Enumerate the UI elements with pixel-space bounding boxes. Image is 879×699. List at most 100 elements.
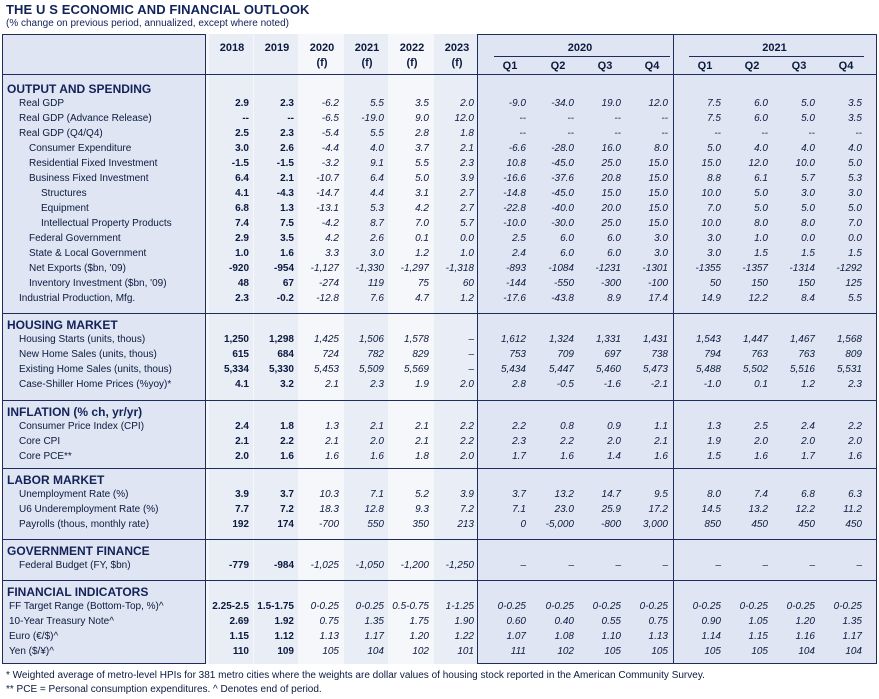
- table-cell: 174: [277, 519, 294, 530]
- quarter-header: Q3: [791, 60, 807, 72]
- table-cell: --: [855, 128, 862, 139]
- table-cell: 1.08: [554, 631, 574, 642]
- table-cell: 6.0: [607, 233, 621, 244]
- table-cell: 1.8: [460, 128, 474, 139]
- table-cell: 7.1: [512, 504, 526, 515]
- table-cell: -0.2: [276, 293, 294, 304]
- table-cell: 4.0: [848, 143, 862, 154]
- table-cell: 5,531: [836, 364, 862, 375]
- table-cell: 1.17: [842, 631, 862, 642]
- table-cell: 5.0: [707, 143, 721, 154]
- table-cell: 1.17: [364, 631, 384, 642]
- column-divider: [205, 34, 206, 664]
- table-cell: 150: [751, 278, 768, 289]
- row-label: Residential Fixed Investment: [29, 158, 158, 169]
- row-label: Euro (€/$)^: [9, 631, 59, 642]
- table-cell: -1357: [742, 263, 768, 274]
- table-cell: 615: [232, 349, 249, 360]
- table-cell: 15.0: [648, 173, 668, 184]
- table-cell: 0-0.25: [355, 601, 384, 612]
- table-cell: --: [519, 128, 526, 139]
- table-cell: 9.1: [370, 158, 384, 169]
- table-cell: 9.0: [415, 113, 429, 124]
- quarter-group-year: 2020: [567, 42, 593, 54]
- table-cell: 1,425: [313, 334, 339, 345]
- table-cell: 5.0: [801, 113, 815, 124]
- table-cell: -4.4: [321, 143, 339, 154]
- table-cell: 12.0: [648, 98, 668, 109]
- table-cell: 7.2: [460, 504, 474, 515]
- table-cell: 1,543: [695, 334, 721, 345]
- table-cell: 2.8: [512, 379, 526, 390]
- table-cell: 1,447: [742, 334, 768, 345]
- table-cell: 1.75: [409, 616, 429, 627]
- table-cell: --: [567, 128, 574, 139]
- table-cell: 3.3: [325, 248, 339, 259]
- table-cell: 2.3: [460, 158, 474, 169]
- table-cell: 0.55: [601, 616, 621, 627]
- table-cell: 2.0: [848, 436, 862, 447]
- table-cell: –: [468, 349, 474, 360]
- table-cell: -4.2: [321, 218, 339, 229]
- table-cell: 2.2: [460, 436, 474, 447]
- table-cell: -3.2: [321, 158, 339, 169]
- section-rule: [2, 539, 877, 540]
- table-cell: 3.5: [415, 98, 429, 109]
- table-cell: 3.7: [512, 489, 526, 500]
- table-cell: 3.0: [848, 188, 862, 199]
- table-cell: 15.0: [648, 203, 668, 214]
- table-cell: -700: [318, 519, 339, 530]
- table-cell: 13.2: [554, 489, 574, 500]
- table-cell: -28.0: [551, 143, 574, 154]
- table-cell: 25.0: [601, 218, 621, 229]
- table-cell: 2.4: [512, 248, 526, 259]
- table-cell: 0-0.25: [545, 601, 574, 612]
- table-cell: -40.0: [551, 203, 574, 214]
- table-cell: 5,488: [695, 364, 721, 375]
- annual-year-header: 2021: [354, 42, 380, 54]
- table-cell: 850: [704, 519, 721, 530]
- table-cell: 6.8: [235, 203, 249, 214]
- table-cell: 1.5: [707, 451, 721, 462]
- table-cell: 0-0.25: [833, 601, 862, 612]
- table-cell: 2.2: [280, 436, 294, 447]
- table-row: Consumer Price Index (CPI) 2.4 1.8 1.3 2.1 2.…: [2, 420, 877, 435]
- table-cell: -12.8: [316, 293, 339, 304]
- table-cell: 2.7: [460, 203, 474, 214]
- table-cell: 1.20: [409, 631, 429, 642]
- table-cell: 48: [237, 278, 249, 289]
- table-cell: 8.0: [654, 143, 668, 154]
- table-cell: 4.0: [754, 143, 768, 154]
- table-cell: 5,509: [358, 364, 384, 375]
- table-cell: 0.0: [801, 233, 815, 244]
- table-cell: 794: [704, 349, 721, 360]
- table-cell: --: [661, 113, 668, 124]
- table-cell: 6.4: [235, 173, 249, 184]
- table-cell: 104: [367, 646, 384, 657]
- table-cell: 3,000: [642, 519, 668, 530]
- table-cell: -19.0: [361, 113, 384, 124]
- table-cell: --: [761, 128, 768, 139]
- table-cell: 4.4: [370, 188, 384, 199]
- table-cell: 2.0: [460, 451, 474, 462]
- table-cell: 2.3: [280, 128, 294, 139]
- table-row: Net Exports ($bn, '09) -920 -954 -1,127 -1,3…: [2, 262, 877, 277]
- table-cell: 1,568: [836, 334, 862, 345]
- table-cell: 1.7: [512, 451, 526, 462]
- table-cell: -954: [273, 263, 294, 274]
- table-cell: 1.2: [801, 379, 815, 390]
- row-label: 10-Year Treasury Note^: [9, 616, 114, 627]
- table-cell: 2.4: [235, 421, 249, 432]
- table-cell: 12.0: [748, 158, 768, 169]
- table-row: Industrial Production, Mfg. 2.3 -0.2 -12.8 7…: [2, 292, 877, 307]
- table-cell: –: [468, 334, 474, 345]
- table-cell: 105: [322, 646, 339, 657]
- table-cell: -0.5: [556, 379, 574, 390]
- table-cell: 2.5: [512, 233, 526, 244]
- table-cell: 1.3: [280, 203, 294, 214]
- table-cell: 2.2: [848, 421, 862, 432]
- table-row: State & Local Government 1.0 1.6 3.3 3.0 1.2 1…: [2, 247, 877, 262]
- table-cell: 1.2: [460, 293, 474, 304]
- table-cell: 8.0: [754, 218, 768, 229]
- table-cell: 12.2: [748, 293, 768, 304]
